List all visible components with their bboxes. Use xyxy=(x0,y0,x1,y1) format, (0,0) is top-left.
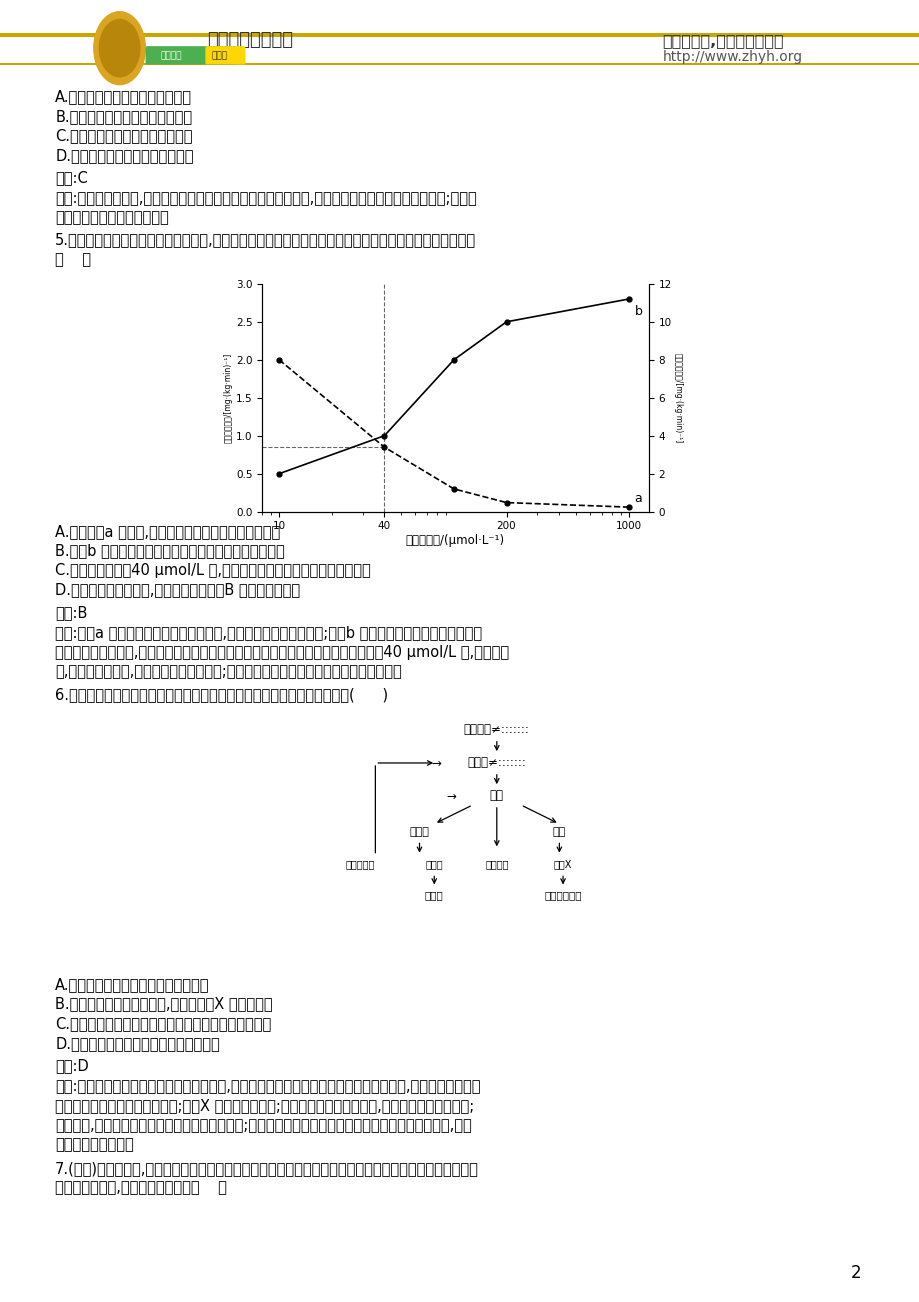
Text: B.曲线b 的上升是胰岛素作用于肝脏、肌肉等细胞的结果: B.曲线b 的上升是胰岛素作用于肝脏、肌肉等细胞的结果 xyxy=(55,543,285,559)
Text: A.下丘脑通过垂体促进性腺的生长发育: A.下丘脑通过垂体促进性腺的生长发育 xyxy=(55,976,210,992)
Text: A.随着曲线a 的下降,非糖物质向葡萄糖转化的速率加快: A.随着曲线a 的下降,非糖物质向葡萄糖转化的速率加快 xyxy=(55,523,280,539)
Text: （    ）: （ ） xyxy=(55,251,91,267)
Circle shape xyxy=(99,20,140,77)
Text: 答案:C: 答案:C xyxy=(55,169,88,185)
Text: 解析:血浆渗透压升高,由下丘脑分泌、垂体释放的抗利尿激素增加,促进肾小管和集合管对水的重吸收;渗透压: 解析:血浆渗透压升高,由下丘脑分泌、垂体释放的抗利尿激素增加,促进肾小管和集合管… xyxy=(55,190,476,206)
Text: 升高也可引起渴觉中枢兴奋。: 升高也可引起渴觉中枢兴奋。 xyxy=(55,210,169,225)
Text: 7.(双选)去除垂体后,大鼠淋巴细胞的数量和淋巴因子的活性明显下降。垂体、下丘脑与免疫细胞之间存在如: 7.(双选)去除垂体后,大鼠淋巴细胞的数量和淋巴因子的活性明显下降。垂体、下丘脑… xyxy=(55,1160,479,1176)
Text: B.当细胞外液渗透压过高时,上图中激素X 的含量增加: B.当细胞外液渗透压过高时,上图中激素X 的含量增加 xyxy=(55,996,273,1012)
Text: 答案:D: 答案:D xyxy=(55,1057,89,1073)
Text: 5.给实验鼠静脉注射不同剂量的胰岛素,测得血糖的补充速率和消耗速率如下图所示。下列相关分析正确的是: 5.给实验鼠静脉注射不同剂量的胰岛素,测得血糖的补充速率和消耗速率如下图所示。下… xyxy=(55,232,476,247)
Text: 甲状腺激素: 甲状腺激素 xyxy=(346,859,375,870)
Text: 激素X: 激素X xyxy=(553,859,572,870)
Text: 减少尿的排出: 减少尿的排出 xyxy=(544,891,581,900)
Y-axis label: 血糖补充速率/[mg·(kg·min)⁻¹]: 血糖补充速率/[mg·(kg·min)⁻¹] xyxy=(224,353,233,443)
Text: D.高浓度胰岛素条件下,下丘脑中控制胰岛B 细胞的中枢兴奋: D.高浓度胰岛素条件下,下丘脑中控制胰岛B 细胞的中枢兴奋 xyxy=(55,582,300,598)
Text: 志鸿优化系列丛书: 志鸿优化系列丛书 xyxy=(207,31,292,49)
Text: 志鸿优化网,永远提供更新的: 志鸿优化网,永远提供更新的 xyxy=(662,33,783,48)
Text: →: → xyxy=(431,756,440,769)
Text: 解析:曲线a 表示随静脉注射胰岛素的增加,血糖的补充速率不断降低;曲线b 表示血糖的消耗速率随注射胰岛: 解析:曲线a 表示随静脉注射胰岛素的增加,血糖的补充速率不断降低;曲线b 表示血… xyxy=(55,625,482,641)
Text: 性激素: 性激素 xyxy=(425,859,443,870)
Text: D.渴觉中枢、抗利尿激素、肾小管: D.渴觉中枢、抗利尿激素、肾小管 xyxy=(55,147,194,163)
Text: 下丘脑≠:::::::: 下丘脑≠::::::: xyxy=(467,756,526,769)
Text: 促性腺激素促进性腺的生长发育;激素X 表示抗利尿激素;当细胞外液渗透压过高时,抗利尿激素的含量增加;: 促性腺激素促进性腺的生长发育;激素X 表示抗利尿激素;当细胞外液渗透压过高时,抗… xyxy=(55,1098,474,1113)
Text: 生长激素: 生长激素 xyxy=(484,859,508,870)
Text: 性行为: 性行为 xyxy=(425,891,443,900)
Text: 长,肝糖原不断分解,血糖浓度将会不断下降;高浓度胰岛素能反馈抑制下丘脑中有关中枢。: 长,肝糖原不断分解,血糖浓度将会不断下降;高浓度胰岛素能反馈抑制下丘脑中有关中枢… xyxy=(55,664,402,680)
Text: 解析:下丘脑作为机体调节内分泌活动的枢纽,可以通过分泌促性腺激素释放激素作用于垂体,再通过垂体分泌的: 解析:下丘脑作为机体调节内分泌活动的枢纽,可以通过分泌促性腺激素释放激素作用于垂… xyxy=(55,1078,481,1094)
Text: 2: 2 xyxy=(849,1264,860,1282)
Text: 大脑皮层≠:::::::: 大脑皮层≠::::::: xyxy=(463,724,529,737)
Text: A.抗利尿激素、渴觉中枢、肾小管: A.抗利尿激素、渴觉中枢、肾小管 xyxy=(55,89,192,104)
Text: 下图所示的联系,有关说法正确的是（    ）: 下图所示的联系,有关说法正确的是（ ） xyxy=(55,1180,227,1195)
Text: 任志鸿: 任志鸿 xyxy=(211,51,228,60)
Text: 素剂量的增加而增加,是胰岛素作用于肝脏、肌肉等组织细胞的结果。当胰岛素浓度为40 μmol/L 时,随时间延: 素剂量的增加而增加,是胰岛素作用于肝脏、肌肉等组织细胞的结果。当胰岛素浓度为40… xyxy=(55,644,509,660)
Y-axis label: 血糖消耗速率/[mg·(kg·min)⁻¹]: 血糖消耗速率/[mg·(kg·min)⁻¹] xyxy=(673,353,682,443)
Text: b: b xyxy=(634,305,641,318)
Text: →: → xyxy=(446,789,455,802)
Text: B.渴觉中枢、抗利尿激素、肾小管: B.渴觉中枢、抗利尿激素、肾小管 xyxy=(55,108,192,124)
Circle shape xyxy=(94,12,145,85)
Text: 甲状腺: 甲状腺 xyxy=(409,827,429,836)
Text: 答案:B: 答案:B xyxy=(55,604,87,620)
Text: D.促甲状腺激素与甲状腺激素有拮抗作用: D.促甲状腺激素与甲状腺激素有拮抗作用 xyxy=(55,1035,220,1051)
Text: 丛书主编: 丛书主编 xyxy=(161,51,182,60)
Text: 垂体: 垂体 xyxy=(489,789,504,802)
X-axis label: 血浆胰岛素/(μmol·L⁻¹): 血浆胰岛素/(μmol·L⁻¹) xyxy=(405,534,505,547)
Text: http://www.zhyh.org: http://www.zhyh.org xyxy=(662,51,801,64)
Text: 性腺: 性腺 xyxy=(552,827,565,836)
FancyBboxPatch shape xyxy=(206,47,244,64)
Text: C.图中表明甲状腺激素的分级调节中存在反馈调节机制: C.图中表明甲状腺激素的分级调节中存在反馈调节机制 xyxy=(55,1016,271,1031)
Text: 图中表明,甲状腺激素分泌的调节是一种反馈调节;促甲状腺激素与甲状腺激素之间属于激素的分级调节,二者: 图中表明,甲状腺激素分泌的调节是一种反馈调节;促甲状腺激素与甲状腺激素之间属于激… xyxy=(55,1117,471,1133)
Text: 之间没有拮抗关系。: 之间没有拮抗关系。 xyxy=(55,1137,134,1152)
Text: C.抗利尿激素、肾小管、渴觉中枢: C.抗利尿激素、肾小管、渴觉中枢 xyxy=(55,128,192,143)
Text: C.当胰岛素浓度为40 μmol/L 时,在较长时间内血糖浓度会维持相对稳定: C.当胰岛素浓度为40 μmol/L 时,在较长时间内血糖浓度会维持相对稳定 xyxy=(55,562,370,578)
FancyBboxPatch shape xyxy=(146,47,235,64)
Text: a: a xyxy=(634,492,641,505)
Text: 6.下图表示神经调节和体液调节关系的部分示意图。下列相关叙述错误的是(      ): 6.下图表示神经调节和体液调节关系的部分示意图。下列相关叙述错误的是( ) xyxy=(55,686,388,702)
